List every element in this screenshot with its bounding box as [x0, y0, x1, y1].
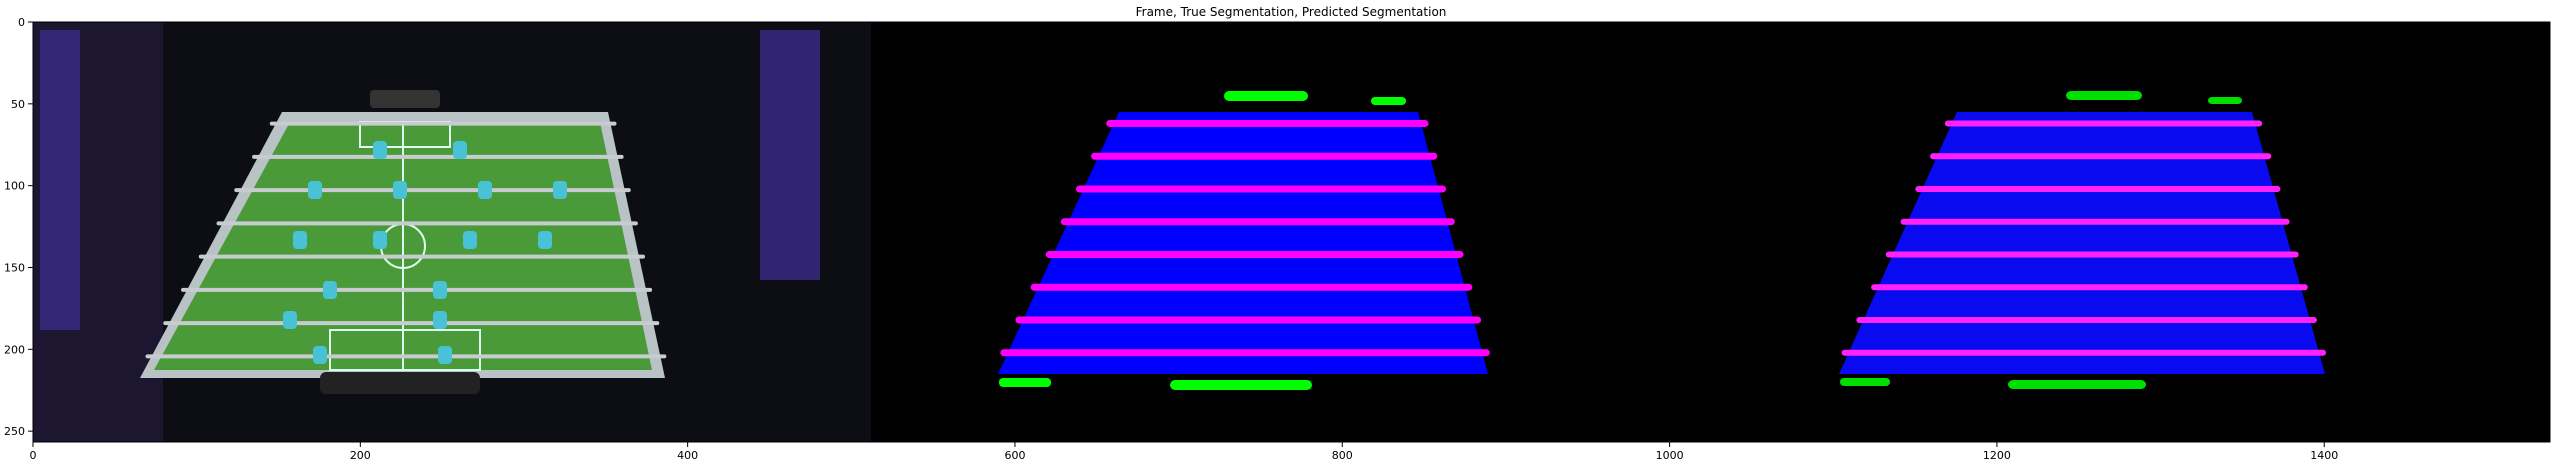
left-player-shirt [40, 30, 80, 330]
x-tick-label: 1000 [1656, 449, 1684, 462]
foosball-player [323, 281, 337, 299]
y-tick-label: 50 [11, 98, 25, 111]
x-tick-label: 1400 [2310, 449, 2338, 462]
true-seg-top-goal-right [1371, 97, 1406, 105]
foosball-player [373, 231, 387, 249]
foosball-player [313, 346, 327, 364]
true-seg-table-field [998, 112, 1488, 374]
field-bottom-box [329, 329, 481, 371]
foosball-player [478, 181, 492, 199]
x-tick-label: 0 [30, 449, 37, 462]
right-player-shirt [760, 30, 820, 280]
foosball-player [393, 181, 407, 199]
pred-seg-top-goal-left [2066, 91, 2142, 100]
true-seg-bottom-goal-right [1170, 380, 1312, 390]
y-tick-label: 200 [4, 343, 25, 356]
y-axis: 0 50 100 150 200 250 [4, 16, 33, 438]
y-tick-label: 100 [4, 180, 25, 193]
foosball-player [538, 231, 552, 249]
figure-title: Frame, True Segmentation, Predicted Segm… [1136, 5, 1447, 19]
true-seg-top-goal-left [1224, 91, 1308, 101]
y-tick-label: 150 [4, 261, 25, 274]
foosball-player [308, 181, 322, 199]
pred-seg-top-goal-right [2208, 97, 2242, 104]
y-tick-label: 250 [4, 425, 25, 438]
x-tick-label: 400 [677, 449, 698, 462]
foosball-player [553, 181, 567, 199]
foosball-player [373, 141, 387, 159]
pred-seg-bottom-goal-left [1840, 378, 1890, 386]
y-tick-label: 0 [18, 16, 25, 29]
x-axis: 0 200 400 600 800 1000 1200 1400 [30, 442, 2338, 462]
image-area [32, 21, 2551, 443]
foosball-player [433, 311, 447, 329]
photo-top-goal [370, 90, 440, 108]
x-tick-label: 800 [1332, 449, 1353, 462]
foosball-player [293, 231, 307, 249]
true-segmentation-panel [871, 22, 1709, 442]
photo-bottom-goal [320, 372, 480, 394]
foosball-player [433, 281, 447, 299]
pred-seg-rods [1841, 120, 2327, 356]
foosball-player [283, 311, 297, 329]
true-seg-rods [1000, 119, 1490, 357]
x-tick-label: 600 [1004, 449, 1025, 462]
x-tick-label: 200 [350, 449, 371, 462]
foosball-player [438, 346, 452, 364]
pred-seg-table-field [1839, 112, 2325, 374]
true-seg-bottom-goal-left [999, 378, 1051, 387]
x-tick-label: 1200 [1983, 449, 2011, 462]
foosball-player [463, 231, 477, 249]
frame-panel [33, 22, 871, 442]
pred-seg-bottom-goal-right [2008, 380, 2146, 389]
predicted-segmentation-panel [1709, 22, 2550, 442]
foosball-player [453, 141, 467, 159]
axes-border [32, 21, 2551, 443]
photo-rods [145, 121, 667, 364]
